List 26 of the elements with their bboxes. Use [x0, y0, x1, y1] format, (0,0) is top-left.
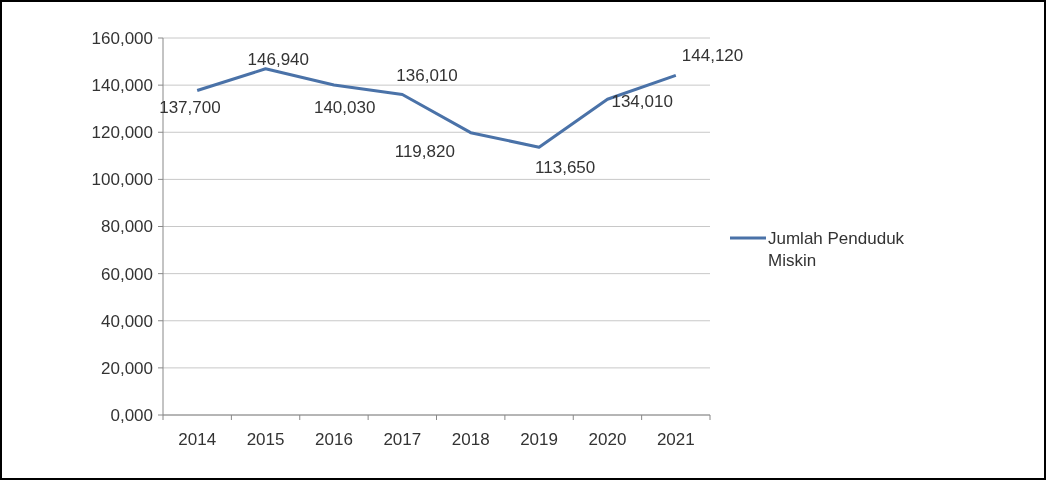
- y-tick-label: 100,000: [91, 170, 153, 190]
- data-label: 119,820: [394, 141, 455, 161]
- legend-label: Jumlah Penduduk Miskin: [768, 228, 905, 271]
- data-label: 144,120: [681, 46, 744, 66]
- y-tick-label: 40,000: [101, 311, 153, 331]
- x-tick-label: 2019: [520, 430, 558, 449]
- y-tick-label: 140,000: [91, 76, 153, 96]
- data-label: 136,010: [396, 65, 458, 85]
- y-tick-label: 120,000: [91, 123, 153, 143]
- data-label: 113,650: [535, 158, 596, 178]
- y-tick-label: 20,000: [101, 358, 153, 378]
- y-tick-label: 60,000: [101, 264, 153, 284]
- y-tick-label: 80,000: [101, 217, 153, 237]
- y-tick-label: 0,000: [110, 405, 153, 425]
- x-tick-label: 2014: [178, 430, 217, 449]
- x-tick-label: 2015: [246, 430, 285, 449]
- x-tick-label: 2017: [383, 430, 422, 449]
- x-tick-label: 2020: [588, 430, 627, 449]
- y-tick-label: 160,000: [91, 28, 153, 48]
- data-label: 146,940: [247, 49, 310, 69]
- data-label: 140,030: [313, 98, 376, 118]
- data-label: 137,700: [159, 97, 221, 117]
- x-tick-label: 2018: [451, 430, 490, 449]
- x-tick-label: 2016: [315, 430, 353, 449]
- x-tick-label: 2021: [656, 430, 695, 449]
- data-label: 134,010: [611, 92, 673, 112]
